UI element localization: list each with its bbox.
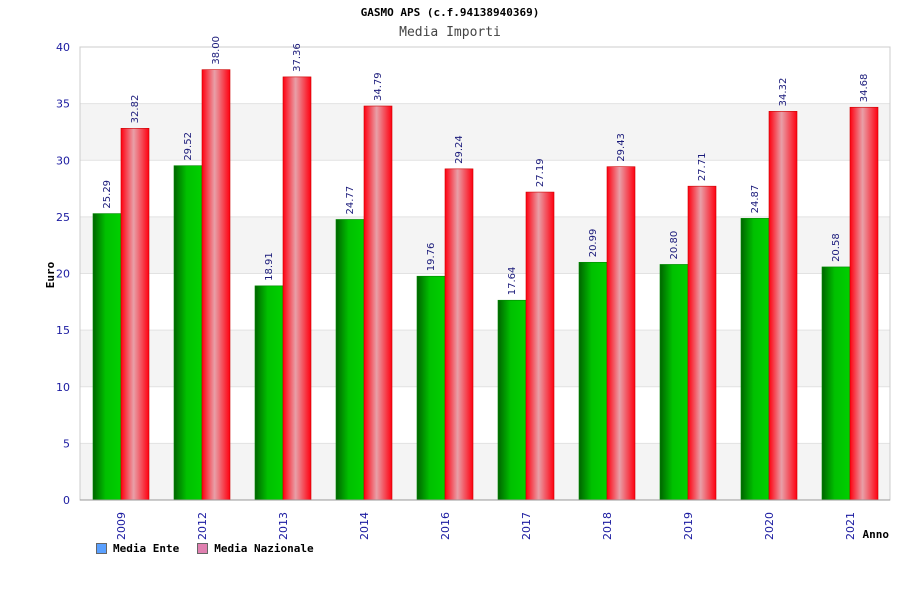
x-tick-label: 2009	[115, 512, 128, 540]
y-tick-label: 25	[56, 211, 70, 224]
x-tick-label: 2016	[439, 512, 452, 540]
value-label: 19.76	[426, 243, 437, 272]
value-label: 32.82	[130, 95, 141, 124]
y-axis-label: Euro	[44, 261, 57, 288]
bar-media-nazionale	[606, 166, 636, 501]
legend-label-nazionale: Media Nazionale	[214, 542, 314, 555]
x-tick-label: 2012	[196, 512, 209, 540]
chart-title: GASMO APS (c.f.94138940369)	[360, 6, 540, 19]
y-tick-label: 35	[56, 98, 70, 111]
bar-media-nazionale	[363, 105, 393, 501]
value-label: 27.71	[697, 153, 708, 182]
x-tick-label: 2017	[520, 512, 533, 540]
x-tick-label: 2019	[682, 512, 695, 540]
value-label: 24.77	[345, 186, 356, 215]
bar-media-ente	[740, 218, 770, 501]
value-label: 29.43	[616, 133, 627, 162]
value-label: 27.19	[535, 158, 546, 187]
grid-band	[80, 103, 890, 161]
axes: 0 5 10 15 20 25 30 35 40 2009 2012 2013 2014 2016 2017…	[56, 41, 891, 540]
value-label: 20.80	[669, 231, 680, 260]
x-tick-label: 2021	[844, 512, 857, 540]
bar-media-nazionale	[525, 191, 555, 501]
bar-media-ente	[335, 219, 365, 501]
bar-media-ente	[497, 299, 527, 501]
bars	[92, 69, 879, 501]
bar-media-ente	[92, 213, 122, 501]
value-label: 37.36	[292, 43, 303, 72]
legend-label-ente: Media Ente	[113, 542, 180, 555]
bar-media-nazionale	[201, 69, 231, 501]
grid-band	[80, 47, 890, 104]
bar-media-ente	[821, 266, 851, 501]
y-tick-label: 20	[56, 268, 70, 281]
value-label: 34.79	[373, 72, 384, 101]
y-tick-label: 15	[56, 324, 70, 337]
bar-media-nazionale	[849, 106, 879, 501]
x-tick-label: 2014	[358, 512, 371, 540]
legend: Media Ente Media Nazionale	[96, 542, 314, 555]
bar-media-nazionale	[282, 76, 312, 501]
bar-media-ente	[254, 285, 284, 501]
value-label: 34.68	[859, 74, 870, 103]
chart-subtitle: Media Importi	[399, 25, 501, 40]
legend-item-ente: Media Ente	[96, 542, 179, 555]
y-tick-label: 30	[56, 154, 70, 167]
bar-media-ente	[578, 261, 608, 501]
bar-media-ente	[173, 165, 203, 501]
value-label: 18.91	[264, 252, 275, 281]
y-tick-label: 40	[56, 41, 70, 54]
x-tick-label: 2020	[763, 512, 776, 540]
value-label: 20.58	[831, 233, 842, 262]
legend-item-nazionale: Media Nazionale	[197, 542, 314, 555]
y-tick-label: 10	[56, 381, 70, 394]
x-axis-label: Anno	[863, 528, 890, 541]
bar-media-nazionale	[687, 185, 717, 501]
legend-swatch-nazionale	[197, 543, 209, 554]
x-tick-label: 2013	[277, 512, 290, 540]
value-label: 20.99	[588, 229, 599, 258]
x-tick-label: 2018	[601, 512, 614, 540]
bar-media-nazionale	[768, 111, 798, 501]
legend-swatch-ente	[96, 543, 107, 554]
bar-media-ente	[659, 264, 689, 501]
bar-media-ente	[416, 275, 446, 501]
value-label: 29.24	[454, 135, 465, 164]
value-label: 29.52	[183, 132, 194, 161]
bar-media-nazionale	[444, 168, 474, 501]
value-label: 17.64	[507, 267, 518, 296]
value-labels: 25.29 32.82 29.52 38.00 18.91 37.36 24.77 34.79…	[102, 36, 870, 295]
value-label: 38.00	[211, 36, 222, 65]
y-tick-label: 0	[63, 494, 70, 507]
value-label: 34.32	[778, 78, 789, 107]
y-tick-label: 5	[63, 437, 70, 450]
value-label: 24.87	[750, 185, 761, 214]
bar-media-nazionale	[120, 128, 150, 501]
value-label: 25.29	[102, 180, 113, 209]
